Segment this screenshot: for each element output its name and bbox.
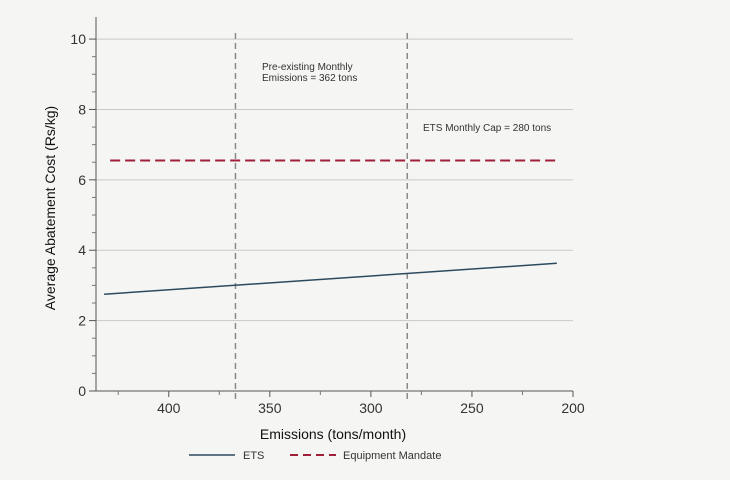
annotation-pre-existing-line2: Emissions = 362 tons xyxy=(262,73,357,84)
axes xyxy=(95,17,573,392)
y-axis-title: Average Abatement Cost (Rs/kg) xyxy=(42,106,58,310)
x-tick-label-200: 200 xyxy=(561,400,585,416)
y-tick-label-2: 2 xyxy=(78,313,86,329)
legend: ETS Equipment Mandate xyxy=(189,450,441,462)
annotation-ets-cap: ETS Monthly Cap = 280 tons xyxy=(423,123,551,134)
x-tick-label-300: 300 xyxy=(359,400,383,416)
x-tick-label-400: 400 xyxy=(157,400,181,416)
x-tick-label-250: 250 xyxy=(460,400,484,416)
x-axis-title: Emissions (tons/month) xyxy=(260,426,406,442)
y-axis-ticks: 0 2 4 6 8 10 xyxy=(70,31,96,399)
legend-label-equipment-mandate: Equipment Mandate xyxy=(343,450,441,462)
y-tick-label-10: 10 xyxy=(70,31,86,47)
series-lines xyxy=(104,159,557,295)
y-tick-label-8: 8 xyxy=(78,101,86,117)
y-tick-label-4: 4 xyxy=(78,242,86,258)
x-tick-label-350: 350 xyxy=(258,400,282,416)
reference-lines xyxy=(234,33,409,399)
gridlines xyxy=(96,38,573,322)
x-axis-ticks: 400 350 300 250 200 xyxy=(117,391,585,416)
series-line-ets xyxy=(104,262,557,295)
annotation-pre-existing-line1: Pre-existing Monthly xyxy=(262,62,353,73)
y-tick-label-0: 0 xyxy=(78,383,86,399)
legend-label-ets: ETS xyxy=(243,450,264,462)
y-tick-label-6: 6 xyxy=(78,172,86,188)
